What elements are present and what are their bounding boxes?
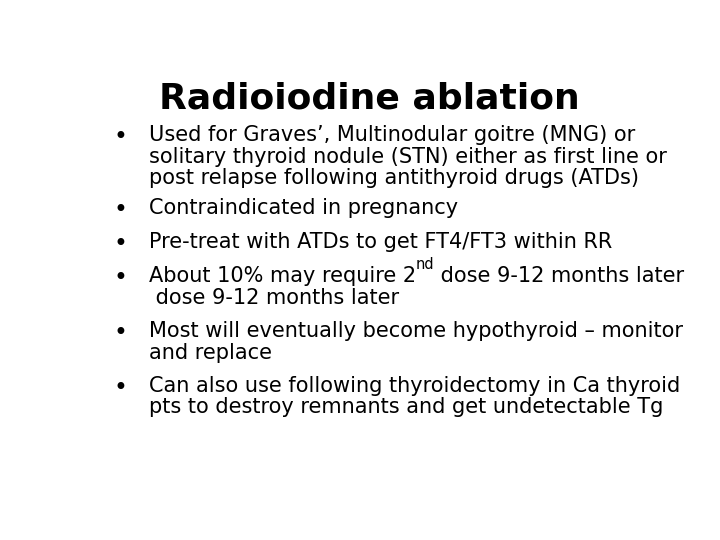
Text: post relapse following antithyroid drugs (ATDs): post relapse following antithyroid drugs… (148, 168, 639, 188)
Text: Pre-treat with ATDs to get FT4/FT3 within RR: Pre-treat with ATDs to get FT4/FT3 withi… (148, 232, 612, 252)
Text: pts to destroy remnants and get undetectable Tg: pts to destroy remnants and get undetect… (148, 397, 663, 417)
Text: nd: nd (415, 257, 434, 272)
Text: •: • (114, 125, 127, 149)
Text: •: • (114, 198, 127, 222)
Text: Contraindicated in pregnancy: Contraindicated in pregnancy (148, 198, 458, 218)
Text: dose 9-12 months later: dose 9-12 months later (148, 288, 399, 308)
Text: •: • (114, 376, 127, 400)
Text: solitary thyroid nodule (STN) either as first line or: solitary thyroid nodule (STN) either as … (148, 147, 667, 167)
Text: dose 9-12 months later: dose 9-12 months later (434, 266, 685, 286)
Text: •: • (114, 266, 127, 290)
Text: •: • (114, 232, 127, 256)
Text: Can also use following thyroidectomy in Ca thyroid: Can also use following thyroidectomy in … (148, 376, 680, 396)
Text: and replace: and replace (148, 342, 271, 362)
Text: Radioiodine ablation: Radioiodine ablation (158, 82, 580, 116)
Text: Used for Graves’, Multinodular goitre (MNG) or: Used for Graves’, Multinodular goitre (M… (148, 125, 635, 145)
Text: •: • (114, 321, 127, 345)
Text: About 10% may require 2: About 10% may require 2 (148, 266, 415, 286)
Text: Most will eventually become hypothyroid – monitor: Most will eventually become hypothyroid … (148, 321, 683, 341)
